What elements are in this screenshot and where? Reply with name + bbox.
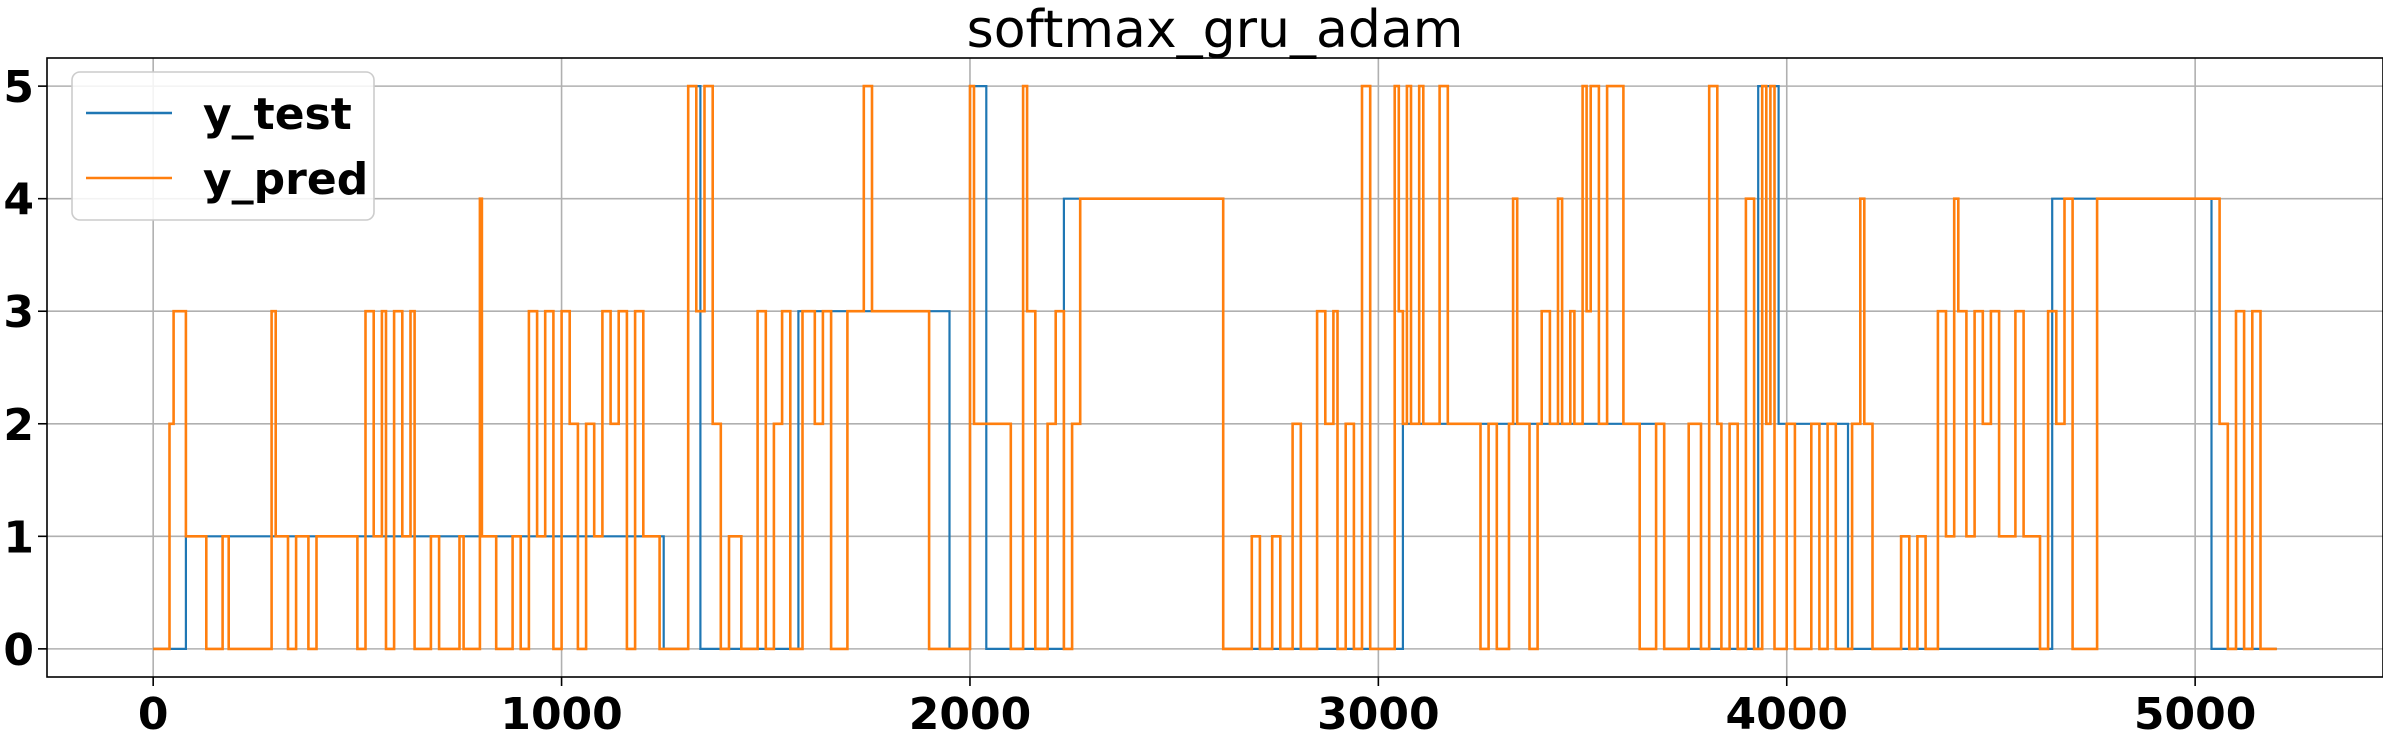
series-line-y-pred	[153, 84, 2277, 651]
axis-ticks: 0 1000 2000 3000 4000 5000 0 1 2 3 4 5	[3, 62, 2256, 737]
legend-label-y-test: y_test	[203, 89, 352, 140]
x-tick-label: 2000	[909, 689, 1031, 737]
y-tick-label: 4	[3, 175, 34, 226]
y-tick-label: 5	[3, 62, 34, 113]
series-line-y-test	[153, 85, 2277, 650]
legend-label-y-pred: y_pred	[203, 154, 368, 205]
y-tick-label: 2	[3, 400, 34, 451]
grid	[47, 58, 2383, 677]
x-tick-label: 1000	[500, 689, 622, 737]
x-tick-label: 4000	[1726, 689, 1848, 737]
plot-frame	[46, 57, 2383, 678]
y-tick-label: 3	[3, 287, 34, 338]
legend-box	[71, 71, 375, 221]
y-tick-label: 1	[3, 512, 34, 563]
x-tick-label: 0	[138, 689, 169, 737]
x-tick-label: 5000	[2134, 689, 2256, 737]
chart-title: softmax_gru_adam	[967, 0, 1464, 60]
legend: y_test y_pred	[71, 71, 375, 221]
series-layer	[153, 84, 2277, 651]
y-tick-label: 0	[3, 625, 34, 676]
x-tick-label: 3000	[1317, 689, 1439, 737]
